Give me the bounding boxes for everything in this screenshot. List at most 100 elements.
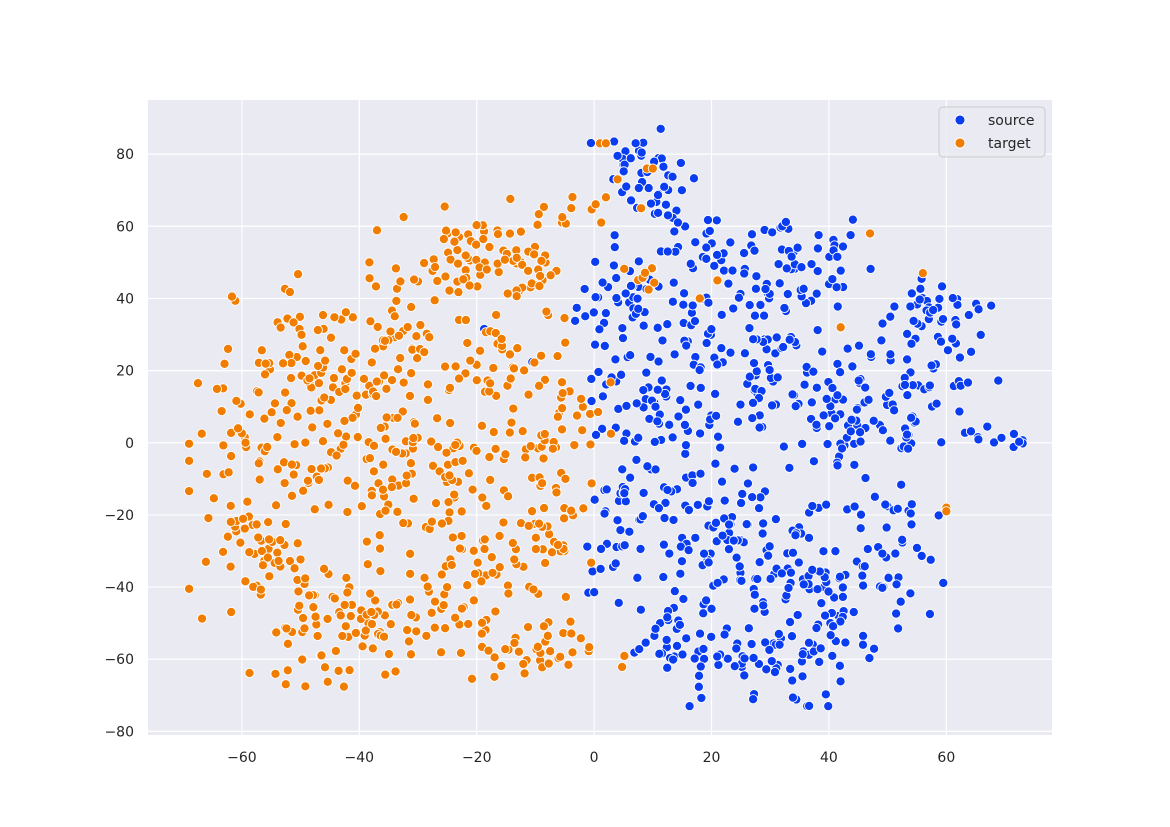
point-target (411, 626, 422, 637)
point-target (643, 284, 654, 295)
point-source (832, 460, 843, 471)
point-source (786, 631, 798, 642)
point-source (617, 464, 628, 475)
point-source (673, 411, 684, 422)
point-target (222, 343, 234, 354)
point-target (242, 496, 253, 507)
point-source (889, 301, 900, 312)
point-source (743, 623, 754, 634)
point-target (619, 650, 630, 662)
point-target (340, 307, 351, 318)
x-tick-label: −20 (462, 750, 492, 766)
point-source (652, 416, 663, 427)
point-source (683, 505, 694, 516)
point-target (259, 369, 271, 380)
point-target (552, 411, 563, 422)
point-source (936, 281, 948, 292)
point-target (412, 353, 423, 364)
point-source (570, 315, 581, 326)
point-target (490, 606, 501, 617)
point-target (380, 669, 391, 680)
point-target (315, 345, 326, 356)
point-target (403, 636, 414, 647)
point-source (926, 360, 937, 371)
point-target (523, 265, 534, 276)
point-target (339, 415, 350, 426)
point-target (486, 552, 497, 563)
point-target (338, 681, 349, 692)
point-target (505, 193, 516, 205)
point-target (496, 333, 507, 344)
point-source (698, 548, 710, 559)
point-source (652, 384, 663, 395)
point-source (915, 283, 926, 294)
point-target (381, 383, 392, 394)
point-source (667, 296, 678, 307)
point-target (371, 225, 383, 236)
point-source (655, 123, 666, 134)
point-source (693, 399, 704, 410)
point-source (645, 351, 656, 362)
point-source (764, 541, 775, 552)
point-source (835, 367, 846, 378)
point-source (645, 198, 657, 209)
point-target (590, 199, 601, 210)
point-source (675, 157, 686, 169)
point-target (289, 563, 300, 574)
point-target (263, 517, 274, 528)
point-target (600, 138, 611, 149)
point-source (612, 515, 623, 526)
point-source (828, 621, 839, 632)
point-source (797, 671, 808, 682)
point-source (906, 519, 917, 530)
point-source (634, 644, 645, 655)
point-target (184, 583, 195, 594)
point-source (925, 554, 936, 565)
point-target (511, 252, 522, 263)
point-target (584, 642, 595, 653)
point-source (834, 571, 846, 582)
point-target (476, 576, 487, 587)
point-source (947, 292, 958, 304)
point-target (316, 650, 327, 661)
point-source (797, 649, 808, 660)
point-source (653, 190, 664, 201)
point-source (744, 299, 755, 311)
point-source (811, 419, 822, 430)
point-source (733, 292, 744, 303)
point-target (218, 546, 229, 557)
point-target (368, 440, 380, 451)
point-source (626, 195, 637, 206)
point-target (500, 644, 511, 655)
point-target (366, 618, 377, 630)
point-target (469, 568, 481, 579)
point-source (668, 514, 679, 526)
point-target (392, 506, 403, 517)
point-target (408, 433, 419, 444)
point-source (759, 310, 770, 321)
point-target (504, 349, 516, 360)
point-source (780, 216, 791, 227)
point-target (395, 276, 406, 287)
point-target (393, 364, 404, 375)
point-target (444, 285, 455, 296)
point-target (361, 536, 372, 547)
point-source (860, 472, 871, 484)
point-target (262, 552, 273, 563)
point-target (491, 309, 502, 321)
point-source (594, 324, 605, 335)
point-source (988, 437, 1000, 448)
point-target (313, 360, 324, 372)
point-target (398, 377, 409, 388)
point-target (485, 474, 496, 486)
point-source (590, 429, 602, 440)
point-source (595, 543, 607, 554)
point-target (489, 671, 500, 682)
point-source (711, 410, 722, 421)
point-target (374, 530, 385, 541)
point-source (613, 597, 624, 608)
point-target (338, 439, 349, 450)
point-target (330, 645, 341, 657)
point-source (748, 694, 759, 705)
point-target (520, 452, 531, 463)
